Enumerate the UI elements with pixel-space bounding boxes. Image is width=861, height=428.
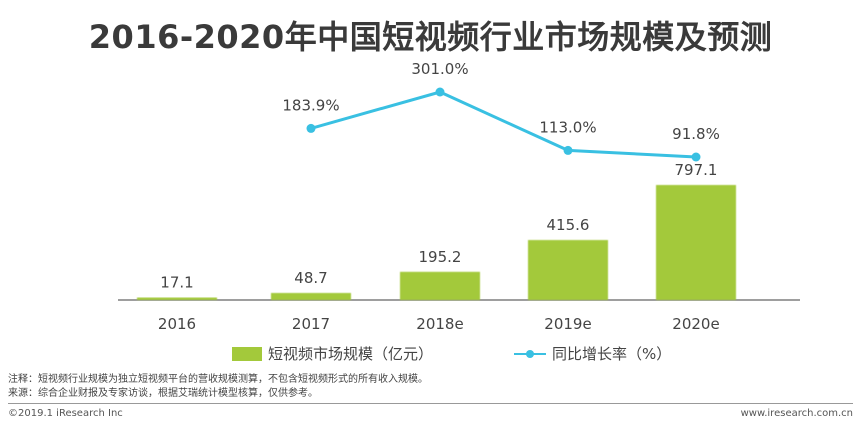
- growth-point: [563, 145, 573, 155]
- growth-value-label: 91.8%: [672, 125, 720, 143]
- growth-point: [306, 123, 316, 133]
- growth-point: [691, 152, 701, 162]
- bar-2017: [271, 292, 351, 300]
- copyright: ©2019.1 iResearch Inc: [8, 408, 123, 419]
- growth-value-label: 183.9%: [282, 96, 339, 114]
- x-tick-label: 2016: [158, 315, 196, 333]
- website: www.iresearch.com.cn: [740, 408, 853, 419]
- bar-value-label: 48.7: [294, 269, 327, 287]
- bar-2019e: [528, 240, 608, 300]
- footer-divider: [8, 403, 853, 404]
- legend-item-bar: 短视频市场规模（亿元）: [232, 343, 433, 364]
- x-tick-label: 2017: [292, 315, 330, 333]
- growth-point: [435, 87, 445, 97]
- bar-2020e: [656, 185, 736, 300]
- bar-value-label: 797.1: [675, 161, 718, 179]
- x-tick-label: 2018e: [416, 315, 463, 333]
- bar-2018e: [400, 271, 480, 300]
- legend-bar-label: 短视频市场规模（亿元）: [268, 345, 434, 363]
- growth-line: [310, 90, 697, 159]
- legend-bar-swatch: [232, 346, 262, 361]
- chart-title: 2016-2020年中国短视频行业市场规模及预测: [88, 18, 773, 56]
- bar-value-label: 17.1: [160, 274, 193, 292]
- x-tick-label: 2019e: [544, 315, 591, 333]
- growth-value-label: 301.0%: [411, 60, 468, 78]
- note-line: 注释：短视频行业规模为独立短视频平台的营收规模测算，不包含短视频形式的所有收入规…: [8, 374, 428, 385]
- bar-value-label: 415.6: [547, 216, 590, 234]
- growth-value-label: 113.0%: [539, 118, 596, 136]
- x-tick-label: 2020e: [672, 315, 719, 333]
- legend-line-label: 同比增长率（%）: [552, 345, 672, 363]
- bar-2016: [137, 297, 217, 300]
- bar-value-label: 195.2: [419, 248, 462, 266]
- legend-item-line: 同比增长率（%）: [514, 343, 671, 364]
- legend-line-swatch: [514, 347, 546, 361]
- chart: 17.1 2016 48.7 2017 195.2 2018e 415.6 2019e 797.…: [118, 60, 800, 333]
- source-line: 来源：综合企业财报及专家访谈，根据艾瑞统计模型核算，仅供参考。: [8, 388, 318, 399]
